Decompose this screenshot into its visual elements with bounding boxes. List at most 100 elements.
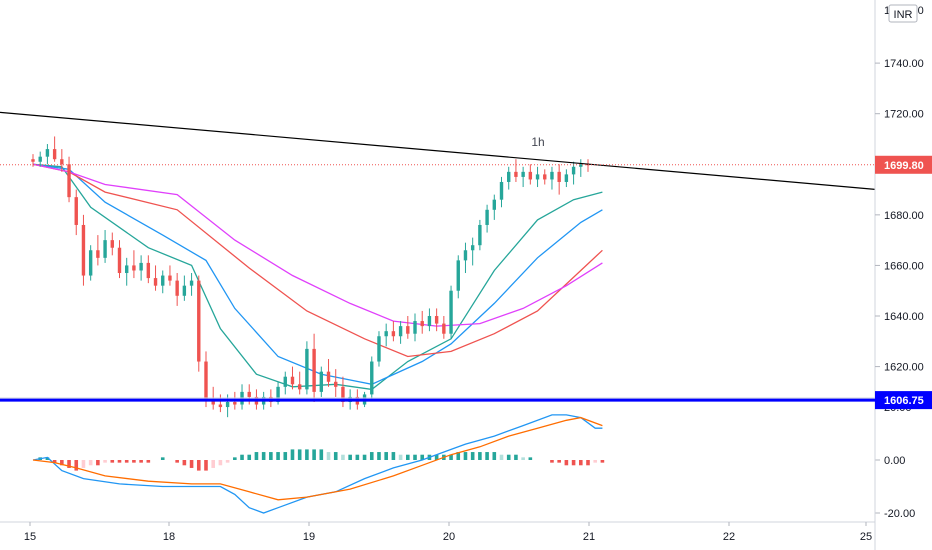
candle-body [521, 171, 525, 177]
candle [88, 245, 93, 281]
macd-histogram-bar [413, 454, 417, 460]
macd-histogram-bar [139, 460, 143, 463]
time-tick-label: 19 [303, 531, 315, 543]
candle [341, 376, 345, 408]
candle-body [125, 265, 129, 274]
trendline-group [0, 111, 876, 190]
candle [189, 273, 194, 296]
currency-badge-label: INR [894, 9, 913, 21]
macd-histogram-bar [319, 449, 324, 460]
candle-body [370, 361, 374, 395]
candle [391, 321, 396, 342]
candle [81, 214, 86, 286]
macd-histogram-bar [326, 452, 331, 460]
last-price-label: 1699.80 [884, 160, 924, 172]
macd-histogram-bar [225, 460, 230, 463]
macd-histogram-bar [305, 449, 309, 460]
candle [550, 166, 554, 190]
candle [384, 323, 388, 347]
candle [132, 250, 136, 279]
support-level-tag [875, 391, 932, 410]
candle [485, 204, 489, 233]
candle-body [485, 209, 489, 225]
time-tick-label: 25 [860, 531, 872, 543]
macd-histogram-bar [124, 460, 129, 463]
candle-body [571, 166, 576, 175]
candle [463, 242, 468, 274]
candle [283, 371, 287, 395]
candle-body [478, 224, 482, 246]
macd-tick-label: -20.00 [884, 508, 915, 520]
candle [38, 151, 42, 167]
candle [492, 194, 496, 220]
candle-body [463, 250, 468, 261]
macd-histogram-bar [355, 454, 360, 460]
candle-body [38, 156, 42, 162]
moving-average-line-2 [32, 163, 603, 385]
candle [60, 149, 64, 172]
macd-histogram-bar [463, 452, 468, 460]
candle-body [103, 240, 107, 258]
macd-histogram-bar [485, 452, 489, 460]
macd-histogram-bar [398, 454, 403, 460]
candle [470, 237, 475, 266]
macd-histogram-bar [499, 454, 504, 460]
macd-histogram-bar [189, 460, 194, 468]
candle [67, 156, 71, 203]
macd-line [32, 414, 603, 514]
candle [334, 369, 338, 397]
candle [398, 321, 403, 344]
macd-histogram-bar [247, 454, 252, 460]
candle-body [218, 404, 223, 408]
candle-body [290, 376, 295, 385]
candle [45, 144, 50, 165]
candle-body [247, 391, 251, 397]
candle-body [161, 275, 165, 286]
macd-histogram-bar [96, 460, 100, 466]
trendline[interactable] [0, 111, 876, 190]
candle-body [182, 285, 187, 296]
macd-histogram-bar [211, 460, 215, 468]
candle-body [319, 371, 324, 392]
candle [514, 159, 518, 182]
candle-body [153, 278, 158, 286]
candle-body [413, 321, 417, 334]
candle-body [67, 164, 71, 198]
candle-body [88, 250, 93, 276]
macd-histogram-bar [420, 454, 425, 460]
candle-body [456, 260, 460, 291]
macd-histogram-bar [196, 460, 201, 471]
macd-histogram-bar [348, 454, 352, 460]
price-tick-label: 1620.00 [884, 362, 924, 374]
candle-body [334, 381, 338, 387]
candle-body [189, 280, 194, 286]
candle-body [398, 326, 403, 337]
macd-tick-label: 0.00 [884, 455, 905, 467]
candle [161, 270, 165, 294]
candle-body [557, 171, 561, 182]
macd-histogram-bar [434, 454, 439, 460]
macd-histogram-bar [132, 460, 136, 463]
candle-layer [31, 136, 590, 418]
macd-histogram-bar [600, 460, 605, 463]
candle-body [528, 171, 533, 180]
candle [312, 333, 316, 402]
candle-body [427, 316, 432, 327]
candle-body [175, 280, 179, 296]
currency-badge[interactable]: INR [888, 4, 918, 23]
macd-histogram-bar [449, 454, 453, 460]
macd-histogram-bar [269, 452, 273, 460]
macd-histogram-bar [175, 460, 179, 463]
candle-body [305, 348, 309, 390]
macd-histogram-bar [571, 460, 576, 466]
candle-body [31, 159, 35, 162]
candle [571, 161, 576, 185]
candle-body [74, 197, 78, 225]
candle [442, 316, 446, 339]
candle-body [499, 181, 504, 200]
candle [168, 265, 172, 286]
candle [103, 230, 107, 263]
candle-body [146, 262, 151, 279]
macd-histogram-bar [103, 460, 107, 463]
